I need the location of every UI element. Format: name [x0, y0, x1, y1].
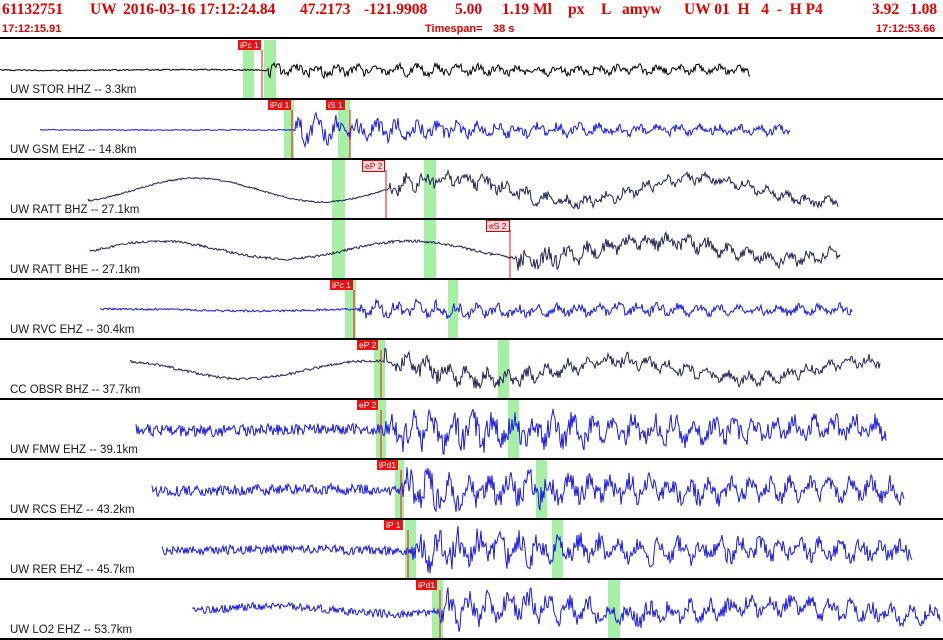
phase-pick-flag[interactable]: eP 2	[357, 340, 379, 350]
waveform-panel[interactable]: iPd1 UW RCS EHZ -- 43.2km	[0, 460, 943, 520]
phase-pick-flag[interactable]: iPd1	[416, 580, 438, 590]
waveform-panel[interactable]: iPd1 UW LO2 EHZ -- 53.7km	[0, 580, 943, 640]
seismogram[interactable]	[0, 460, 943, 518]
seismogram[interactable]	[0, 520, 943, 578]
seismogram[interactable]	[0, 100, 943, 158]
waveform-panels: iPc 1 UW STOR HHZ -- 3.3km iPd 1 iS 1 UW GSM…	[0, 40, 943, 640]
latitude: 47.2173	[300, 1, 351, 18]
channel-label: UW FMW EHZ -- 39.1km	[10, 444, 138, 456]
timespan-value: 38 s	[493, 23, 515, 35]
event-info: UW 01 H 4 - H P4	[684, 1, 823, 18]
trace-line	[0, 61, 751, 80]
channel-label: UW RER EHZ -- 45.7km	[10, 564, 135, 576]
phase-pick-flag[interactable]: eP 2	[362, 160, 386, 172]
longitude: -121.9908	[364, 1, 428, 18]
start-time: 17:12:15.91	[2, 23, 62, 35]
seismogram[interactable]	[0, 400, 943, 458]
channel-label: UW RATT BHZ -- 27.1km	[10, 204, 140, 216]
channel-label: UW STOR HHZ -- 3.3km	[10, 84, 137, 96]
analysis-window	[395, 460, 404, 518]
phase-pick-flag[interactable]: iPc 1	[330, 280, 353, 290]
analysis-window	[332, 220, 345, 278]
value-1: 3.92	[872, 1, 900, 18]
waveform-panel[interactable]: iPd 1 iS 1 UW GSM EHZ -- 14.8km	[0, 100, 943, 160]
analysis-window	[374, 340, 385, 398]
trace-line	[161, 525, 913, 574]
analysis-window	[264, 40, 276, 98]
analysis-window	[405, 520, 416, 578]
trace-line	[191, 587, 941, 632]
waveform-panel[interactable]: iP 1 UW RER EHZ -- 45.7km	[0, 520, 943, 580]
origin-datetime: 2016-03-16 17:12:24.84	[123, 1, 276, 18]
magnitude-source: px	[568, 1, 585, 18]
waveform-panel[interactable]: eP 2 UW RATT BHZ -- 27.1km	[0, 160, 943, 220]
channel-label: UW GSM EHZ -- 14.8km	[10, 144, 137, 156]
end-time: 17:12:53.66	[876, 23, 936, 35]
channel-label: UW RVC EHZ -- 30.4km	[10, 324, 135, 336]
trace-line	[40, 111, 791, 149]
analysis-window	[284, 100, 294, 158]
channel-label: CC OBSR BHZ -- 37.7km	[10, 384, 141, 396]
event-type: L	[601, 1, 612, 18]
waveform-panel[interactable]: eP 2 CC OBSR BHZ -- 37.7km	[0, 340, 943, 400]
event-id: 61132751	[2, 1, 64, 18]
phase-pick-flag[interactable]: iS 1	[326, 100, 345, 110]
seismogram[interactable]	[0, 160, 943, 218]
value-2: 1.08	[910, 1, 938, 18]
phase-pick-flag[interactable]: iPd1	[377, 460, 399, 470]
analysis-window	[332, 160, 345, 218]
phase-pick-flag[interactable]: eS 2	[486, 220, 510, 232]
waveform-panel[interactable]: eP 2 UW FMW EHZ -- 39.1km	[0, 400, 943, 460]
analysis-window	[243, 40, 254, 98]
depth: 5.00	[455, 1, 483, 18]
trace-line	[89, 230, 841, 271]
seismogram[interactable]	[0, 340, 943, 398]
analysis-window	[432, 580, 443, 638]
waveform-panel[interactable]: iPc 1 UW STOR HHZ -- 3.3km	[0, 40, 943, 100]
phase-pick-flag[interactable]: eP 2	[357, 400, 379, 410]
trace-line	[129, 347, 881, 390]
trace-line	[99, 297, 853, 321]
trace-line	[151, 467, 905, 513]
author: amyw	[622, 1, 662, 18]
timespan-label: Timespan=	[425, 23, 483, 35]
analysis-window	[424, 160, 436, 218]
phase-pick-flag[interactable]: iPc 1	[238, 40, 261, 50]
analysis-window	[345, 280, 356, 338]
event-header: 61132751 UW 2016-03-16 17:12:24.84 47.21…	[0, 0, 943, 39]
seismogram[interactable]	[0, 220, 943, 278]
analysis-window	[498, 340, 509, 398]
waveform-panel[interactable]: iPc 1 UW RVC EHZ -- 30.4km	[0, 280, 943, 340]
seismogram[interactable]	[0, 40, 943, 98]
phase-pick-flag[interactable]: iP 1	[384, 520, 403, 530]
seismogram[interactable]	[0, 580, 943, 638]
phase-pick-flag[interactable]: iPd 1	[268, 100, 292, 110]
channel-label: UW LO2 EHZ -- 53.7km	[10, 624, 133, 636]
channel-label: UW RCS EHZ -- 43.2km	[10, 504, 135, 516]
analysis-window	[552, 520, 563, 578]
trace-line	[87, 168, 839, 210]
channel-label: UW RATT BHE -- 27.1km	[10, 264, 140, 276]
seismogram[interactable]	[0, 280, 943, 338]
trace-line	[135, 408, 887, 456]
network-code: UW	[90, 1, 117, 18]
waveform-panel[interactable]: eS 2 UW RATT BHE -- 27.1km	[0, 220, 943, 280]
analysis-window	[424, 220, 436, 278]
header-divider	[0, 37, 943, 39]
magnitude: 1.19 Ml	[502, 1, 552, 18]
